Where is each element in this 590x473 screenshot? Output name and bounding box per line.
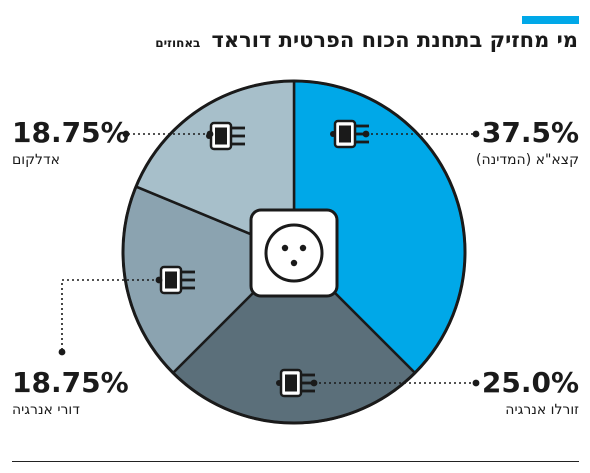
chart-title: מי מחזיק בתחנת הכוח הפרטית דוראד [211, 28, 578, 52]
power-socket-icon [249, 208, 339, 298]
leader-dot [472, 130, 480, 138]
slice-value-label: 25.0% [482, 366, 579, 399]
pie-outline [121, 79, 467, 425]
title-block: מי מחזיק בתחנת הכוח הפרטית דוראד באחוזים [155, 28, 578, 52]
slice-name-label: אדלקום [12, 152, 60, 168]
leader-dot [58, 348, 66, 356]
leader-line-3 [61, 279, 159, 350]
power-plug-icon [276, 368, 315, 398]
pie-slices [121, 79, 467, 425]
chart-unit: באחוזים [155, 36, 201, 50]
leader-dot [122, 130, 130, 138]
accent-bar [522, 16, 579, 24]
slice-value-label: 18.75% [12, 116, 129, 149]
slice-name-label: קצא"א (המדינה) [476, 152, 579, 168]
power-plug-icon [330, 119, 369, 149]
slice-plugs [156, 119, 369, 398]
leader-dot [472, 379, 480, 387]
leader-lines [58, 130, 480, 387]
leader-dot [155, 276, 163, 284]
power-plug-icon [156, 265, 195, 295]
slice-value-label: 18.75% [12, 366, 129, 399]
leader-dot [206, 130, 214, 138]
leader-dot [362, 130, 370, 138]
leader-dot [310, 379, 318, 387]
slice-labels: 37.5% קצא"א (המדינה) 25.0% זורלו אנרגיה 18.7… [12, 116, 579, 418]
power-plug-icon [206, 121, 245, 151]
slice-value-label: 37.5% [482, 116, 579, 149]
bottom-rule [12, 461, 579, 462]
slice-name-label: דורי אנרגיה [12, 402, 80, 418]
slice-name-label: זורלו אנרגיה [505, 402, 579, 418]
